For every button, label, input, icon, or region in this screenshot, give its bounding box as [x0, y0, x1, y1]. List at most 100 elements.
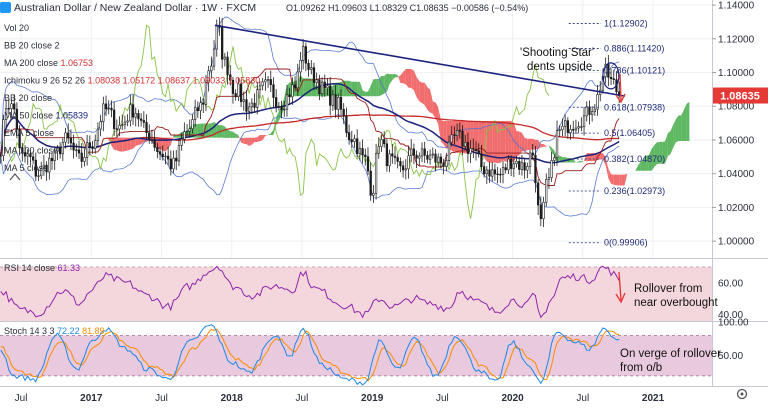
- candle-up: [528, 152, 532, 167]
- settings-icon[interactable]: [736, 388, 748, 400]
- kumo-bear-segment: [508, 120, 512, 162]
- kumo-bear-segment: [165, 137, 169, 152]
- candle-up: [353, 138, 356, 142]
- kumo-bear-segment: [422, 82, 425, 106]
- kumo-bear-segment: [138, 137, 142, 145]
- kumo-bull-segment: [227, 129, 231, 138]
- candle-up: [377, 146, 380, 154]
- kumo-bull-segment: [359, 81, 363, 97]
- price-tick-label: 1.00000: [718, 237, 755, 248]
- kumo-bull-segment: [303, 78, 306, 97]
- kumo-bull-segment: [351, 81, 355, 97]
- annotation-shooting-star-line1: 'Shooting Star': [520, 47, 594, 59]
- candle-up: [53, 150, 56, 162]
- candle-down: [142, 120, 145, 123]
- candle-down: [21, 147, 24, 153]
- candle-down: [156, 147, 159, 152]
- candle-down: [234, 93, 237, 98]
- kumo-bear-segment: [608, 168, 612, 184]
- price-panel[interactable]: 1(1.12902) 0.886(1.11420) 0.786(1.10121) 0.…: [0, 0, 712, 258]
- candle-up: [437, 156, 440, 163]
- candle-up: [310, 67, 313, 70]
- stochastic-panel[interactable]: Stoch 14 3 3 72.22 81.89: [0, 324, 712, 386]
- candle-up: [48, 157, 51, 173]
- kumo-bull-segment: [675, 115, 679, 143]
- candle-up: [123, 121, 127, 125]
- kumo-bull-segment: [651, 145, 655, 171]
- candle-up: [177, 145, 181, 162]
- candle-up: [299, 60, 302, 73]
- kumo-bull-segment: [367, 85, 371, 97]
- price-tick-label: 1.12000: [718, 34, 755, 45]
- stoch-axis[interactable]: 50.00 100.00: [718, 318, 749, 363]
- kumo-bear-segment: [111, 137, 115, 150]
- candle-down: [169, 158, 172, 170]
- candle-down: [607, 63, 610, 78]
- chevron-up-icon-glyph[interactable]: [9, 173, 21, 181]
- candle-down: [350, 139, 353, 142]
- candle-down: [307, 62, 310, 70]
- price-axis[interactable]: 1.00000 1.02000 1.04000 1.06000 1.08000 1.100…: [712, 1, 755, 248]
- candle-up: [326, 85, 329, 88]
- stoch-title: Stoch 14 3 3 72.22 81.89: [4, 326, 105, 336]
- kumo-bear-segment: [521, 132, 525, 152]
- candle-down: [280, 105, 283, 111]
- candle-up: [164, 155, 167, 158]
- candle-down: [361, 148, 364, 156]
- candle-down: [293, 84, 297, 89]
- candle-up: [75, 149, 78, 152]
- chart-title: Australian Dollar / New Zealand Dollar ·…: [14, 2, 256, 14]
- candle-down: [50, 157, 54, 162]
- kumo-bull-segment: [335, 82, 339, 97]
- kumo-bear-segment: [400, 72, 404, 84]
- kumo-bull-segment: [343, 80, 347, 97]
- kumo-bull-segment: [643, 155, 647, 171]
- candle-up: [555, 130, 559, 158]
- candle-down: [72, 142, 75, 151]
- candle-up: [445, 160, 448, 167]
- candle-up: [129, 104, 132, 122]
- rsi-band: [0, 266, 712, 321]
- candle-up: [455, 130, 459, 136]
- candle-up: [2, 119, 5, 157]
- kumo-bear-segment: [457, 120, 460, 153]
- candle-up: [553, 157, 556, 161]
- candle-down: [145, 122, 148, 134]
- rsi-axis[interactable]: 40.00 60.00: [718, 278, 743, 321]
- chart-header: Australian Dollar / New Zealand Dollar ·…: [0, 2, 528, 14]
- price-tick-label: 1.02000: [718, 203, 755, 214]
- chevron-up-icon[interactable]: [9, 173, 21, 181]
- candle-up: [266, 79, 270, 81]
- candle-up: [83, 157, 86, 162]
- candle-down: [496, 173, 499, 176]
- time-axis[interactable]: Jul 2017 Jul 2018 Jul 2019 Jul 2020 Jul 2021: [15, 393, 665, 404]
- kumo-bull-segment: [373, 78, 377, 97]
- rsi-arrowhead: [615, 292, 626, 304]
- kumo-bull-segment: [662, 141, 666, 164]
- price-tick-label: 1.10000: [718, 68, 755, 79]
- candle-up: [0, 155, 2, 157]
- stoch-k-value: 72.22: [57, 326, 82, 336]
- candle-up: [604, 63, 607, 77]
- candle-down: [393, 155, 397, 158]
- candle-up: [569, 129, 572, 133]
- rsi-title: RSI 14 close 61.33: [4, 263, 80, 273]
- kumo-bull-segment: [640, 159, 644, 171]
- candle-down: [518, 161, 521, 170]
- candle-down: [23, 152, 27, 157]
- candle-down: [442, 162, 445, 167]
- candle-down: [493, 169, 497, 175]
- candle-up: [207, 70, 210, 83]
- kumo-bear-segment: [254, 137, 258, 142]
- kumo-bear-segment: [473, 120, 477, 151]
- kumo-bull-segment: [683, 103, 687, 142]
- kumo-bear-segment: [624, 173, 628, 186]
- shooting-star-arrowhead: [615, 93, 626, 104]
- candle-up: [593, 108, 596, 112]
- candle-up: [374, 153, 378, 194]
- candle-down: [499, 173, 502, 176]
- kumo-bull-segment: [654, 142, 657, 168]
- candle-up: [512, 163, 515, 169]
- gear-icon[interactable]: [736, 388, 748, 400]
- rsi-panel[interactable]: RSI 14 close 61.33: [0, 263, 712, 321]
